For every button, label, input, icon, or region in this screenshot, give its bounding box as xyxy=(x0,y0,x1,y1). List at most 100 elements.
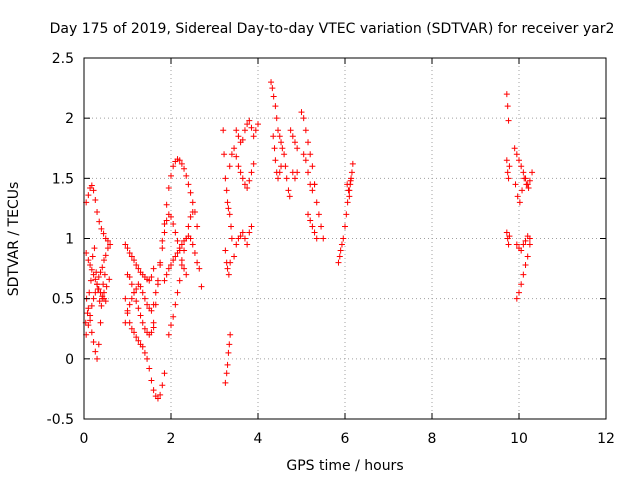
data-point xyxy=(85,192,92,199)
data-point xyxy=(526,241,533,248)
data-point xyxy=(148,377,155,384)
data-point xyxy=(157,259,164,266)
series-arc14 xyxy=(222,247,234,278)
data-point xyxy=(87,317,94,324)
data-point xyxy=(150,265,157,272)
data-point xyxy=(286,193,293,200)
data-point xyxy=(86,289,93,296)
data-point xyxy=(287,127,294,134)
series-arc13 xyxy=(220,127,235,242)
data-point xyxy=(250,133,257,140)
data-point xyxy=(139,319,146,326)
data-point xyxy=(152,289,159,296)
data-point xyxy=(133,298,140,305)
data-point xyxy=(172,253,179,260)
data-point xyxy=(239,175,246,182)
data-point xyxy=(185,181,192,188)
data-point xyxy=(235,163,242,170)
data-point xyxy=(522,237,529,244)
data-point xyxy=(294,145,301,152)
data-point xyxy=(90,338,97,345)
data-point xyxy=(92,348,99,355)
axis-ticks: 0 2 4 6 8 10 12 -0.5 0 0.5 1 1.5 2 2.5 xyxy=(47,51,615,447)
data-point xyxy=(87,261,94,268)
data-point xyxy=(133,261,140,268)
data-point xyxy=(124,310,131,317)
data-point xyxy=(344,199,351,206)
data-point xyxy=(84,310,91,317)
series-arc11 xyxy=(161,233,205,290)
data-point xyxy=(285,187,292,194)
data-point xyxy=(246,177,253,184)
data-point xyxy=(227,259,234,266)
data-point xyxy=(141,325,148,332)
data-point xyxy=(503,157,510,164)
data-point xyxy=(224,199,231,206)
data-point xyxy=(503,91,510,98)
data-point xyxy=(309,223,316,230)
data-point xyxy=(85,257,92,264)
data-point xyxy=(165,331,172,338)
data-point xyxy=(248,169,255,176)
data-point xyxy=(161,370,168,377)
data-point xyxy=(222,379,229,386)
data-point xyxy=(281,151,288,158)
data-point xyxy=(85,305,92,312)
data-point xyxy=(348,175,355,182)
data-point xyxy=(139,289,146,296)
data-point xyxy=(168,213,174,220)
data-point xyxy=(95,274,102,281)
data-point xyxy=(307,217,314,224)
data-point xyxy=(106,276,113,283)
data-point xyxy=(309,187,316,194)
data-point xyxy=(176,277,183,284)
data-point xyxy=(196,265,203,272)
data-point xyxy=(520,241,527,248)
data-point xyxy=(126,274,133,281)
data-point xyxy=(92,196,99,203)
data-point xyxy=(168,322,174,329)
data-point xyxy=(302,157,309,164)
data-point xyxy=(525,184,532,191)
data-point xyxy=(172,229,179,236)
data-point xyxy=(104,245,111,252)
data-point xyxy=(131,329,138,336)
data-point xyxy=(225,271,232,278)
data-point xyxy=(248,223,255,230)
data-point xyxy=(311,229,318,236)
series-arc19 xyxy=(268,79,293,200)
data-point xyxy=(512,181,519,188)
x-tick-label: 4 xyxy=(254,431,263,447)
data-point xyxy=(273,115,280,122)
x-tick-label: 12 xyxy=(597,431,615,447)
data-point xyxy=(231,145,238,152)
series-arc1 xyxy=(83,182,111,244)
data-point xyxy=(88,329,95,336)
data-point xyxy=(222,175,229,182)
data-point xyxy=(239,136,246,143)
data-point xyxy=(97,319,104,326)
data-point xyxy=(228,235,235,242)
data-point xyxy=(170,257,177,264)
data-point xyxy=(318,223,325,230)
series-arc8 xyxy=(122,211,190,326)
data-point xyxy=(146,365,153,372)
data-point xyxy=(320,235,327,242)
data-point xyxy=(178,241,185,248)
data-point xyxy=(226,211,233,218)
data-point xyxy=(128,325,135,332)
data-point xyxy=(244,121,251,128)
data-point xyxy=(137,283,144,290)
data-point xyxy=(93,269,100,276)
series-arc18 xyxy=(233,117,261,146)
data-point xyxy=(165,184,172,191)
series-arc33 xyxy=(513,241,533,302)
data-point xyxy=(98,302,105,309)
data-point xyxy=(174,237,181,244)
data-point xyxy=(269,85,276,92)
data-point xyxy=(96,298,103,305)
data-point xyxy=(349,160,356,167)
data-point xyxy=(338,241,345,248)
data-point xyxy=(159,382,166,389)
data-point xyxy=(135,305,142,312)
